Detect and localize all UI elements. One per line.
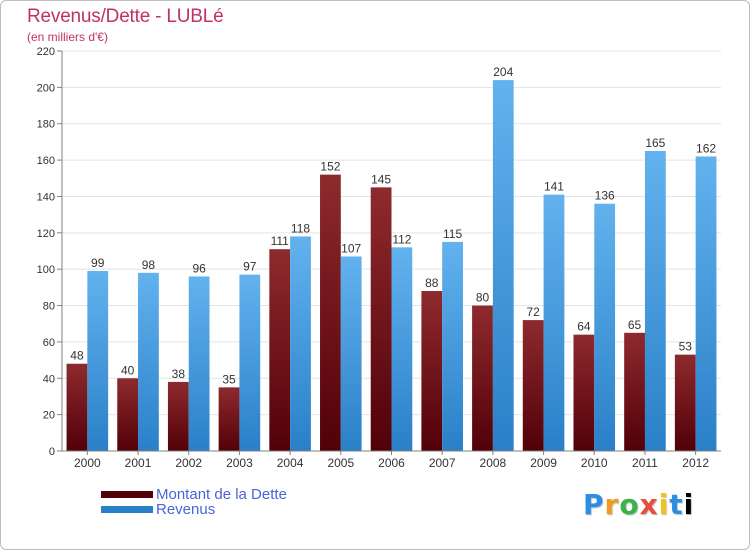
x-tick-label: 2011 — [632, 456, 658, 470]
bar-chart: 0 20 40 60 80 100 120 140 160 180 200 220 2000 2001 20… — [1, 1, 750, 550]
x-tick-label: 2002 — [175, 456, 202, 470]
logo-letter: x — [640, 488, 659, 521]
bar-dette — [624, 333, 645, 451]
legend: Montant de la Dette Revenus — [101, 487, 287, 517]
bar-revenus — [189, 276, 210, 451]
x-tick-label: 2012 — [682, 456, 709, 470]
bar-dette — [219, 387, 240, 451]
bar-dette — [67, 364, 88, 451]
data-label: 80 — [476, 291, 490, 305]
data-label: 136 — [595, 189, 615, 203]
y-tick-label: 0 — [49, 446, 55, 458]
data-label: 165 — [645, 136, 665, 150]
bar-dette — [675, 355, 696, 451]
bar-dette — [523, 320, 544, 451]
data-label: 88 — [425, 276, 439, 290]
data-label: 38 — [172, 367, 186, 381]
bar-dette — [371, 187, 392, 451]
chart-frame: Revenus/Dette - LUBLé (en milliers d'€) … — [0, 0, 750, 550]
data-label: 141 — [544, 180, 564, 194]
data-label: 40 — [121, 363, 135, 377]
logo-letter: r — [605, 488, 620, 521]
bar-revenus — [442, 242, 463, 451]
y-tick-label: 220 — [37, 46, 55, 58]
bar-revenus — [138, 273, 159, 451]
x-tick-label: 2010 — [581, 456, 608, 470]
y-tick-label: 20 — [43, 410, 55, 422]
legend-label-revenus: Revenus — [156, 502, 215, 517]
bar-revenus — [392, 247, 413, 451]
y-tick-label: 100 — [37, 264, 55, 276]
logo-letter: i — [684, 488, 695, 521]
x-tick-label: 2008 — [480, 456, 507, 470]
data-label: 97 — [243, 260, 257, 274]
bar-revenus — [493, 80, 514, 451]
legend-label-dette: Montant de la Dette — [156, 487, 287, 502]
legend-item-revenus: Revenus — [101, 502, 287, 517]
data-label: 53 — [679, 340, 693, 354]
bar-dette — [117, 378, 138, 451]
bar-dette — [168, 382, 189, 451]
y-tick-label: 120 — [37, 228, 55, 240]
data-label: 162 — [696, 141, 716, 155]
data-label: 204 — [493, 65, 513, 79]
data-label: 115 — [443, 227, 462, 241]
bar-revenus — [87, 271, 108, 451]
bar-revenus — [645, 151, 666, 451]
bars — [67, 80, 717, 451]
data-label: 145 — [371, 172, 391, 186]
x-tick-label: 2004 — [277, 456, 304, 470]
bar-dette — [472, 306, 493, 451]
bar-dette — [269, 249, 290, 451]
x-tick-label: 2000 — [74, 456, 101, 470]
data-label: 118 — [291, 221, 310, 235]
logo-letter: o — [619, 488, 639, 521]
bar-revenus — [594, 204, 615, 451]
data-label: 65 — [628, 318, 642, 332]
data-label: 64 — [577, 320, 591, 334]
logo-letter: i — [659, 488, 670, 521]
y-tick-label: 80 — [43, 301, 55, 313]
legend-swatch-revenus — [101, 506, 153, 513]
data-label: 72 — [527, 305, 541, 319]
data-label: 152 — [320, 160, 340, 174]
x-tick-label: 2006 — [378, 456, 405, 470]
x-tick-label: 2003 — [226, 456, 253, 470]
logo-letter: t — [669, 488, 683, 521]
y-tick-label: 60 — [43, 337, 55, 349]
proxiti-logo[interactable]: Proxiti — [583, 488, 694, 521]
data-label: 48 — [70, 349, 84, 363]
logo-letter: P — [583, 488, 605, 521]
x-tick-label: 2007 — [429, 456, 456, 470]
y-tick-label: 140 — [37, 191, 55, 203]
data-label: 35 — [222, 372, 236, 386]
bar-dette — [421, 291, 442, 451]
bar-dette — [320, 175, 341, 451]
y-tick-label: 200 — [37, 82, 55, 94]
data-label: 96 — [192, 261, 206, 275]
x-tick-label: 2005 — [327, 456, 354, 470]
data-label: 99 — [91, 256, 105, 270]
y-tick-label: 160 — [37, 155, 55, 167]
y-tick-label: 40 — [43, 373, 55, 385]
bar-revenus — [341, 256, 362, 451]
legend-swatch-dette — [101, 491, 153, 498]
data-label: 111 — [271, 234, 290, 248]
bar-dette — [573, 335, 594, 451]
bar-revenus — [290, 236, 311, 451]
bar-revenus — [696, 156, 717, 451]
x-tick-label: 2009 — [530, 456, 557, 470]
data-label: 107 — [341, 241, 361, 255]
data-label: 98 — [142, 258, 156, 272]
bar-revenus — [544, 195, 565, 451]
y-tick-label: 180 — [37, 119, 55, 131]
legend-item-dette: Montant de la Dette — [101, 487, 287, 502]
x-tick-label: 2001 — [125, 456, 152, 470]
bar-revenus — [239, 275, 260, 451]
data-label: 112 — [392, 232, 411, 246]
